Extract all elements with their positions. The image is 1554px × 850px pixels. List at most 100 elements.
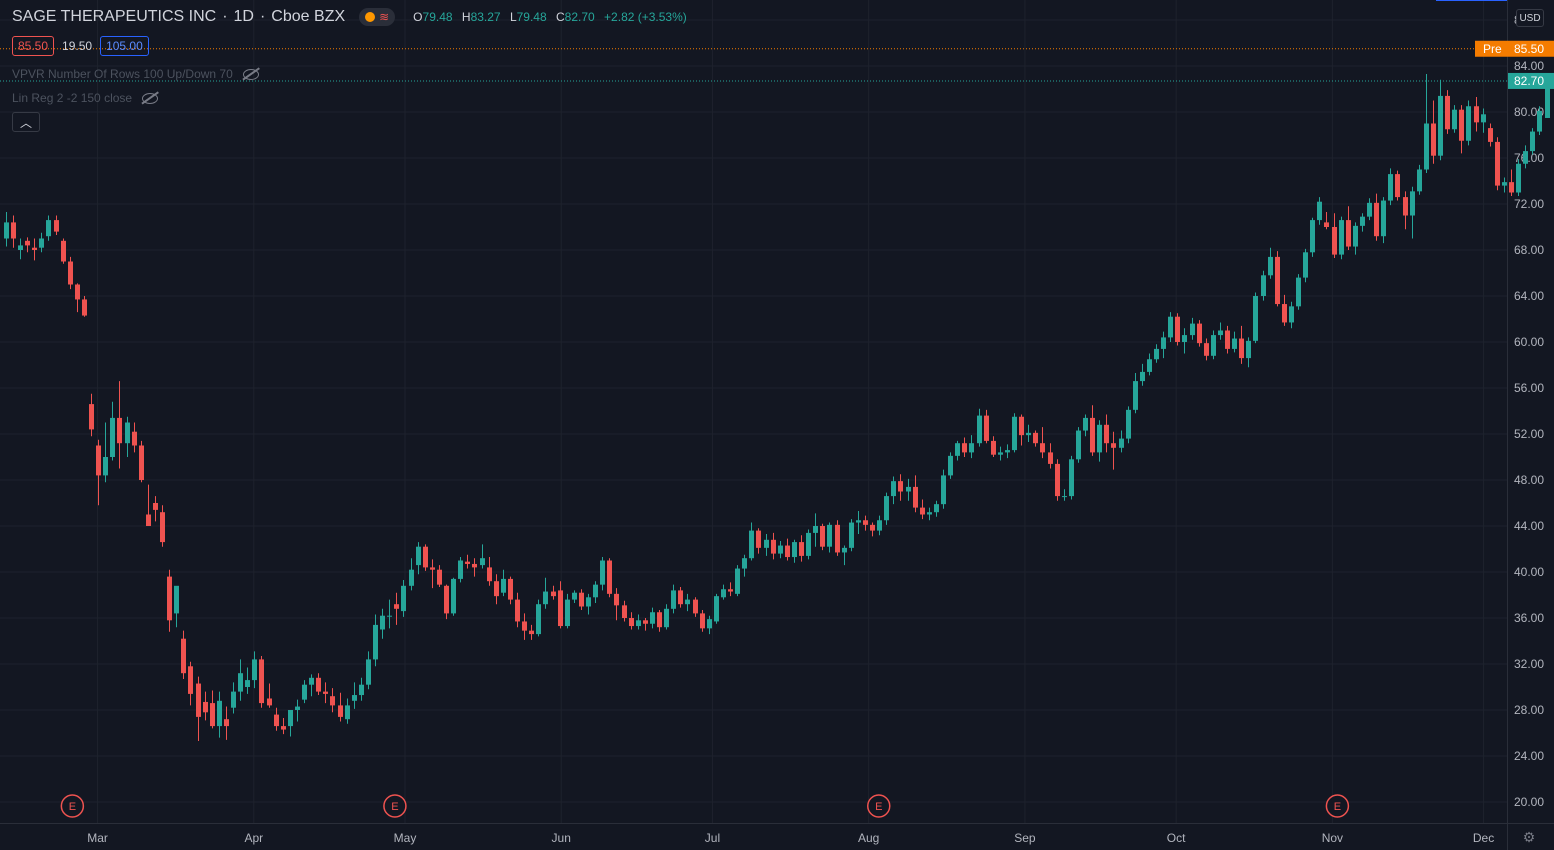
last-price-tag	[1508, 72, 1554, 89]
candle-body	[323, 691, 328, 694]
candle-body	[1481, 114, 1486, 123]
x-tick-label: Jul	[705, 831, 720, 845]
candle-body	[288, 710, 293, 727]
eye-off-icon[interactable]	[242, 68, 259, 80]
earnings-marker	[60, 794, 85, 818]
candle-body	[423, 546, 428, 568]
candle-body	[82, 299, 87, 316]
candle-body	[707, 619, 712, 629]
candle-body	[1410, 191, 1415, 216]
candle-body	[110, 417, 115, 457]
candle-body	[501, 578, 506, 593]
y-tick-label: 80.00	[1514, 105, 1544, 119]
candle-body	[103, 457, 108, 476]
candle-body	[96, 445, 101, 476]
candle-body	[330, 696, 335, 706]
candle-body	[1353, 225, 1358, 247]
candle-body	[146, 514, 151, 526]
candle-body	[842, 547, 847, 553]
candle-body	[1417, 169, 1422, 192]
candle-body	[813, 526, 818, 533]
candle-body	[1019, 416, 1024, 436]
candle-body	[132, 431, 137, 446]
candle-body	[1403, 197, 1408, 216]
candle-body	[1424, 123, 1429, 170]
candle-body	[25, 240, 30, 246]
earnings-marker	[1325, 794, 1350, 818]
candle-body	[764, 539, 769, 548]
y-tick-label: 40.00	[1514, 565, 1544, 579]
candle-body	[1509, 182, 1514, 193]
candle-body	[636, 620, 641, 627]
value-box-blue: 105.00	[100, 36, 149, 56]
candle-body	[387, 615, 392, 617]
candle-body	[1445, 95, 1450, 130]
candle-body	[1161, 337, 1166, 349]
candle-body	[54, 220, 59, 232]
y-tick-label: 20.00	[1514, 795, 1544, 809]
candle-body	[778, 545, 783, 554]
candle-body	[1253, 296, 1258, 341]
candle-body	[451, 578, 456, 614]
value-box-plain: 19.50	[62, 39, 93, 53]
candle-body	[1367, 202, 1372, 217]
y-tick-label: 52.00	[1514, 427, 1544, 441]
candle-body	[657, 612, 662, 628]
candle-body	[1225, 330, 1230, 349]
session-pill[interactable]: ≋	[359, 8, 396, 26]
symbol-name[interactable]: SAGE THERAPEUTICS INC	[12, 8, 217, 25]
candle-body	[437, 569, 442, 585]
candle-body	[1154, 348, 1159, 360]
candle-body	[1168, 316, 1173, 338]
candle-body	[678, 590, 683, 605]
candle-body	[409, 569, 414, 586]
y-tick-label: 56.00	[1514, 381, 1544, 395]
candle-body	[380, 615, 385, 630]
candle-body	[196, 683, 201, 717]
x-tick-label: May	[394, 831, 417, 845]
x-tick-label: Apr	[244, 831, 263, 845]
candle-body	[139, 445, 144, 480]
candle-body	[572, 592, 577, 600]
earnings-marker	[867, 794, 891, 818]
candle-body	[1474, 106, 1479, 123]
y-tick-label: 72.00	[1514, 197, 1544, 211]
candle-body	[1374, 202, 1379, 237]
candle-body	[891, 481, 896, 497]
candle-body	[806, 532, 811, 556]
indicator-linreg[interactable]: Lin Reg 2 -2 150 close	[12, 91, 159, 105]
candle-body	[373, 624, 378, 660]
candle-body	[224, 719, 229, 727]
x-tick-label: Jun	[552, 831, 571, 845]
candle-body	[174, 585, 179, 614]
currency-button[interactable]: USD	[1516, 9, 1544, 27]
candle-body	[515, 599, 520, 622]
candle-body	[714, 596, 719, 622]
y-tick-label: 60.00	[1514, 335, 1544, 349]
candle-body	[671, 590, 676, 609]
candle-body	[948, 455, 953, 476]
candle-body	[117, 417, 122, 444]
candle-body	[579, 592, 584, 607]
symbol-legend: SAGE THERAPEUTICS INC · 1D · Cboe BZX ≋ …	[12, 8, 693, 26]
candle-body	[1076, 430, 1081, 460]
candle-body	[1062, 496, 1067, 498]
eye-off-icon[interactable]	[142, 92, 159, 104]
interval-label[interactable]: 1D	[233, 8, 254, 25]
y-tick-label: 32.00	[1514, 657, 1544, 671]
indicator-vpvr[interactable]: VPVR Number Of Rows 100 Up/Down 70	[12, 67, 259, 81]
candle-body	[742, 558, 747, 569]
candle-body	[835, 524, 840, 553]
candle-body	[1033, 432, 1038, 444]
candle-body	[75, 284, 80, 300]
candle-body	[749, 530, 754, 559]
candle-body	[160, 512, 165, 543]
candle-body	[849, 522, 854, 548]
gear-icon[interactable]: ⚙	[1522, 829, 1536, 845]
candle-body	[586, 597, 591, 607]
candle-body	[756, 530, 761, 548]
pre-market-price: 85.50	[1514, 42, 1544, 56]
candle-body	[352, 695, 357, 701]
collapse-legend-button[interactable]: ︿	[12, 112, 40, 132]
